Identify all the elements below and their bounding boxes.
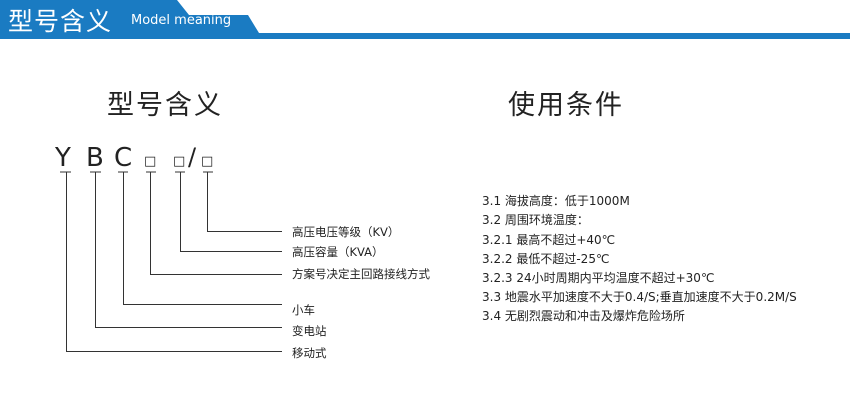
code-slash: / [188, 143, 197, 171]
label-voltage: 高压电压等级（KV） [292, 225, 400, 239]
condition-item: 3.2.2 最低不超过-25℃ [482, 252, 610, 266]
model-title: 型号含义 [107, 90, 223, 121]
condition-item: 3.2.1 最高不超过+40℃ [482, 233, 616, 247]
condition-item: 3.1 海拔高度：低于1000M [482, 194, 630, 208]
code-letter-y: Y [55, 143, 71, 173]
code-box-capacity: □ [173, 154, 186, 169]
conditions-title: 使用条件 [508, 90, 624, 121]
condition-item: 3.4 无剧烈震动和冲击及爆炸危险场所 [482, 309, 685, 323]
label-substation: 变电站 [292, 324, 327, 338]
label-capacity: 高压容量（KVA） [292, 245, 384, 259]
header-subtitle: Model meaning [131, 13, 232, 28]
code-box-scheme: □ [144, 154, 157, 169]
code-letter-b: B [86, 143, 104, 173]
label-trolley: 小车 [292, 303, 315, 317]
condition-item: 3.2 周围环境温度： [482, 213, 589, 227]
model-diagram-lines [60, 171, 282, 352]
code-letter-c: C [114, 143, 133, 173]
label-scheme: 方案号决定主回路接线方式 [292, 267, 430, 281]
label-mobile: 移动式 [292, 346, 327, 360]
condition-item: 3.2.3 24小时周期内平均温度不超过+30℃ [482, 271, 715, 285]
condition-item: 3.3 地震水平加速度不大于0.4/S;垂直加速度不大于0.2M/S [482, 290, 797, 304]
code-box-voltage: □ [201, 154, 214, 169]
header-title: 型号含义 [8, 7, 113, 36]
header-banner [0, 0, 850, 39]
